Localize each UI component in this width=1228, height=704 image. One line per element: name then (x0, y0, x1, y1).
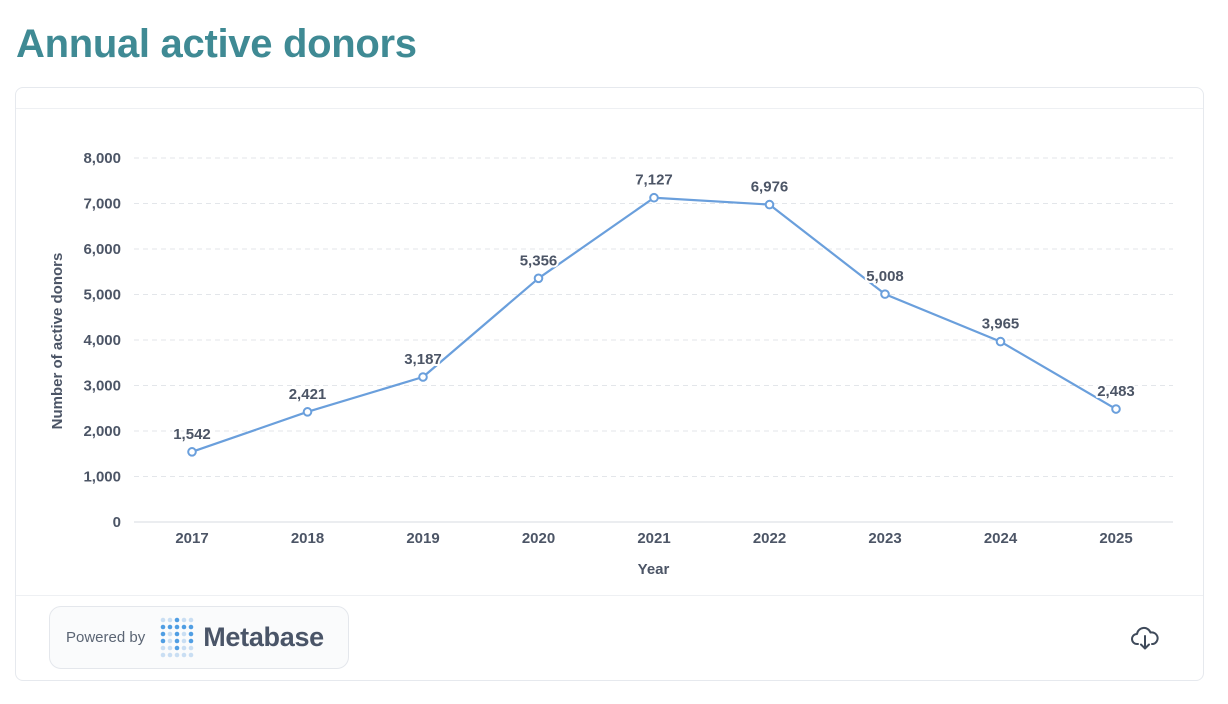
data-label: 3,187 (404, 351, 442, 368)
x-axis-ticks: 2017 2018 2019 2020 2021 2022 2023 2024 2025 (175, 530, 1132, 547)
x-tick-label: 2023 (868, 530, 901, 547)
y-tick-label: 0 (113, 514, 121, 531)
y-axis-title: Number of active donors (49, 253, 66, 430)
data-point[interactable] (880, 289, 890, 299)
line-chart: 0 1,000 2,000 3,000 4,000 5,000 6,000 7,000 8,00… (49, 150, 1173, 578)
chart-card: 0 1,000 2,000 3,000 4,000 5,000 6,000 7,000 8,00… (15, 87, 1204, 681)
powered-by-badge[interactable]: Powered by Metabase (49, 606, 349, 669)
y-tick-label: 8,000 (83, 150, 121, 167)
data-label: 2,483 (1097, 383, 1135, 400)
y-tick-label: 3,000 (83, 378, 121, 395)
powered-by-label: Powered by (66, 629, 146, 646)
data-labels: 1,542 2,421 3,187 5,356 7,127 6,976 5,008 3,965… (171, 170, 1137, 445)
data-point[interactable] (418, 372, 428, 382)
data-label: 6,976 (751, 179, 789, 196)
gridlines (134, 157, 1173, 477)
y-tick-label: 5,000 (83, 287, 121, 304)
card-header-divider (16, 108, 1203, 109)
x-tick-label: 2019 (406, 530, 439, 547)
data-label: 5,008 (866, 268, 904, 285)
y-tick-label: 1,000 (83, 469, 121, 486)
x-tick-label: 2021 (637, 530, 670, 547)
x-tick-label: 2020 (522, 530, 555, 547)
data-label: 1,542 (173, 426, 211, 443)
y-axis-ticks: 0 1,000 2,000 3,000 4,000 5,000 6,000 7,000 8,00… (83, 150, 121, 531)
x-tick-label: 2022 (753, 530, 786, 547)
metabase-logo-icon (160, 617, 194, 657)
page-title: Annual active donors (16, 22, 417, 66)
series-line (191, 196, 1117, 453)
data-point[interactable] (302, 407, 313, 417)
data-label: 3,965 (982, 316, 1020, 333)
data-point[interactable] (533, 273, 544, 284)
y-tick-label: 7,000 (83, 196, 121, 213)
data-point[interactable] (1111, 404, 1121, 414)
data-points (187, 192, 1121, 457)
data-point[interactable] (995, 336, 1006, 347)
x-tick-label: 2024 (984, 530, 1018, 547)
data-point[interactable] (649, 192, 659, 203)
metabase-brand-name: Metabase (203, 622, 324, 652)
x-tick-label: 2018 (291, 530, 324, 547)
x-axis-title: Year (638, 561, 670, 578)
card-footer-divider (16, 595, 1203, 596)
y-tick-label: 4,000 (83, 332, 121, 349)
x-tick-label: 2025 (1099, 530, 1132, 547)
download-cloud-icon[interactable] (1130, 626, 1160, 652)
data-label: 7,127 (635, 172, 673, 189)
data-label: 2,421 (289, 386, 327, 403)
data-point[interactable] (187, 447, 197, 457)
data-label: 5,356 (520, 252, 558, 269)
data-point[interactable] (764, 199, 775, 210)
y-tick-label: 2,000 (83, 423, 121, 440)
y-tick-label: 6,000 (83, 241, 121, 258)
x-tick-label: 2017 (175, 530, 208, 547)
